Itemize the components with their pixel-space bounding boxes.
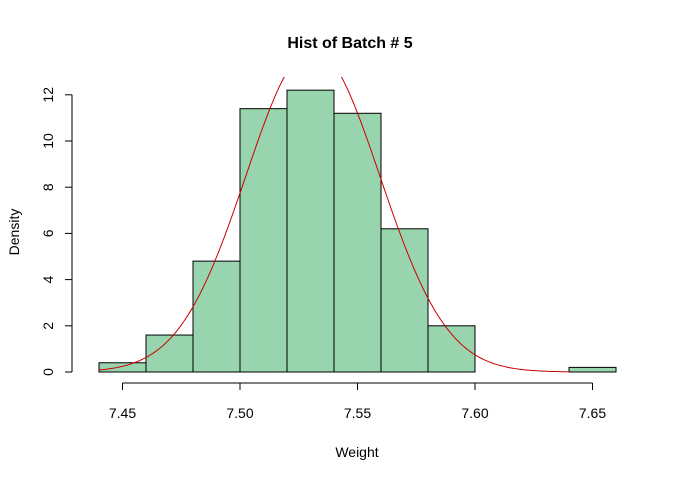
x-axis: 7.45 7.50 7.55 7.60 7.65 <box>109 382 606 421</box>
histogram-bars <box>98 89 617 373</box>
histogram-bar-4 <box>286 89 335 373</box>
y-tick-label: 0 <box>40 368 56 376</box>
x-tick-label: 7.60 <box>461 405 488 421</box>
y-tick-label: 8 <box>40 183 56 191</box>
histogram-bar-10 <box>568 366 617 373</box>
histogram-bar-5 <box>333 112 382 373</box>
y-axis-label: Density <box>6 209 22 256</box>
y-axis: 0 2 4 6 8 10 12 <box>40 87 73 376</box>
histogram-bar-1 <box>145 334 194 373</box>
y-tick-label: 12 <box>40 87 56 103</box>
chart-title: Hist of Batch # 5 <box>287 35 412 52</box>
x-tick-label: 7.65 <box>579 405 606 421</box>
x-tick-label: 7.50 <box>226 405 253 421</box>
histogram-bar-6 <box>380 228 429 373</box>
histogram-bar-3 <box>239 108 288 373</box>
histogram-bar-7 <box>427 325 476 373</box>
density-curve <box>98 77 570 373</box>
y-tick-label: 2 <box>40 322 56 330</box>
x-axis-label: Weight <box>335 444 378 460</box>
histogram-bar-0 <box>98 362 147 373</box>
y-tick-label: 4 <box>40 275 56 283</box>
histogram-bar-2 <box>192 260 241 373</box>
y-tick-label: 10 <box>40 133 56 149</box>
x-tick-label: 7.45 <box>109 405 136 421</box>
y-tick-label: 6 <box>40 229 56 237</box>
x-tick-label: 7.55 <box>344 405 371 421</box>
density-curve-group <box>98 77 570 373</box>
